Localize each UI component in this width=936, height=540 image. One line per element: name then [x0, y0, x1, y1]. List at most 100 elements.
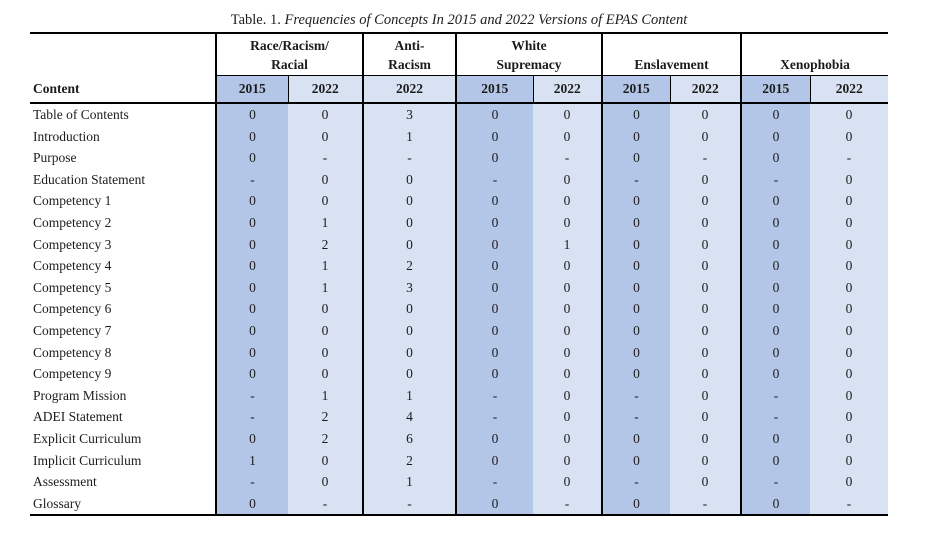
value-cell: 0 — [741, 319, 811, 342]
value-cell: - — [533, 147, 604, 169]
value-cell: 0 — [456, 427, 534, 450]
value-cell: - — [810, 147, 889, 169]
value-cell: 0 — [216, 255, 288, 277]
value-cell: - — [456, 168, 534, 191]
table-body: Table of Contents 0 0 3 0 0 0 0 0 0 Introduction 0 0… — [30, 103, 889, 517]
value-cell: 1 — [363, 384, 458, 407]
value-cell: 0 — [810, 168, 889, 191]
corner-cell — [30, 32, 217, 76]
value-cell: 0 — [363, 168, 458, 191]
value-cell: 0 — [670, 233, 743, 256]
value-cell: 0 — [288, 168, 365, 191]
value-cell: 0 — [533, 255, 604, 277]
value-cell: - — [670, 147, 743, 169]
row-label: Table of Contents — [30, 103, 217, 126]
group-header-line: Racism — [388, 57, 431, 72]
value-cell: 0 — [533, 341, 604, 364]
value-cell: 3 — [363, 103, 458, 126]
value-cell: 0 — [810, 276, 889, 299]
row-label: Competency 2 — [30, 211, 217, 234]
value-cell: 0 — [363, 363, 458, 385]
value-cell: 0 — [670, 341, 743, 364]
value-cell: 0 — [533, 103, 604, 126]
value-cell: - — [741, 168, 811, 191]
value-cell: 0 — [533, 211, 604, 234]
value-cell: 0 — [670, 384, 743, 407]
value-cell: 0 — [602, 233, 671, 256]
value-cell: 0 — [810, 319, 889, 342]
value-cell: 0 — [670, 190, 743, 212]
value-cell: 0 — [216, 492, 288, 517]
value-cell: 0 — [810, 190, 889, 212]
row-label: Implicit Curriculum — [30, 449, 217, 472]
year-header-row: Content 2015 2022 2022 2015 2022 2015 2022 2015… — [30, 75, 889, 104]
value-cell: - — [670, 492, 743, 517]
value-cell: 0 — [533, 298, 604, 320]
value-cell: - — [810, 492, 889, 517]
value-cell: 0 — [810, 449, 889, 472]
value-cell: 0 — [741, 211, 811, 234]
value-cell: 1 — [288, 211, 365, 234]
row-label: ADEI Statement — [30, 406, 217, 428]
row-label: Competency 3 — [30, 233, 217, 256]
value-cell: 0 — [363, 341, 458, 364]
value-cell: 1 — [288, 384, 365, 407]
value-cell: 0 — [363, 319, 458, 342]
table-row: Program Mission -1 1-0-0-0 — [30, 384, 889, 407]
value-cell: 0 — [363, 190, 458, 212]
value-cell: 0 — [810, 406, 889, 428]
value-cell: 0 — [456, 211, 534, 234]
year-header-xenophobia-2022: 2022 — [810, 75, 889, 104]
row-label: Competency 8 — [30, 341, 217, 364]
value-cell: 0 — [741, 255, 811, 277]
table-row: Table of Contents 0 0 3 0 0 0 0 0 0 — [30, 103, 889, 126]
table-row: Introduction 0 0 1 0 0 0 0 0 0 — [30, 125, 889, 148]
value-cell: 0 — [216, 341, 288, 364]
row-label: Competency 6 — [30, 298, 217, 320]
value-cell: 1 — [363, 471, 458, 493]
value-cell: 0 — [216, 147, 288, 169]
group-header-line: White — [511, 38, 547, 53]
value-cell: - — [216, 471, 288, 493]
value-cell: 0 — [670, 276, 743, 299]
table-row: Glossary 0- -0-0-0- — [30, 492, 889, 517]
value-cell: 0 — [456, 298, 534, 320]
value-cell: - — [288, 147, 365, 169]
value-cell: 0 — [456, 125, 534, 148]
row-label: Competency 5 — [30, 276, 217, 299]
value-cell: 0 — [670, 125, 743, 148]
row-label: Introduction — [30, 125, 217, 148]
value-cell: 0 — [288, 190, 365, 212]
year-header-enslavement-2022: 2022 — [670, 75, 743, 104]
value-cell: 0 — [810, 471, 889, 493]
row-label: Glossary — [30, 492, 217, 517]
table-row: Education Statement -0 0-0-0-0 — [30, 168, 889, 191]
value-cell: 0 — [810, 255, 889, 277]
value-cell: - — [602, 384, 671, 407]
value-cell: 6 — [363, 427, 458, 450]
value-cell: 0 — [670, 406, 743, 428]
group-header-white-supremacy: White Supremacy — [456, 32, 604, 76]
group-header-line: Xenophobia — [780, 57, 850, 72]
value-cell: 0 — [602, 363, 671, 385]
value-cell: 1 — [288, 276, 365, 299]
value-cell: - — [363, 147, 458, 169]
value-cell: 0 — [456, 147, 534, 169]
value-cell: 0 — [216, 298, 288, 320]
value-cell: 0 — [670, 449, 743, 472]
value-cell: 0 — [533, 406, 604, 428]
table-caption: Table. 1. Frequencies of Concepts In 201… — [30, 12, 888, 29]
table-row: Assessment -0 1-0-0-0 — [30, 471, 889, 493]
group-header-line: Anti- — [394, 38, 425, 53]
value-cell: 0 — [456, 103, 534, 126]
value-cell: 0 — [533, 449, 604, 472]
value-cell: 0 — [670, 363, 743, 385]
value-cell: 0 — [810, 125, 889, 148]
row-label: Competency 4 — [30, 255, 217, 277]
row-label: Explicit Curriculum — [30, 427, 217, 450]
value-cell: 0 — [533, 190, 604, 212]
value-cell: - — [602, 406, 671, 428]
table-row: Implicit Curriculum 1 0 2 0 0 0 0 0 0 — [30, 449, 889, 472]
